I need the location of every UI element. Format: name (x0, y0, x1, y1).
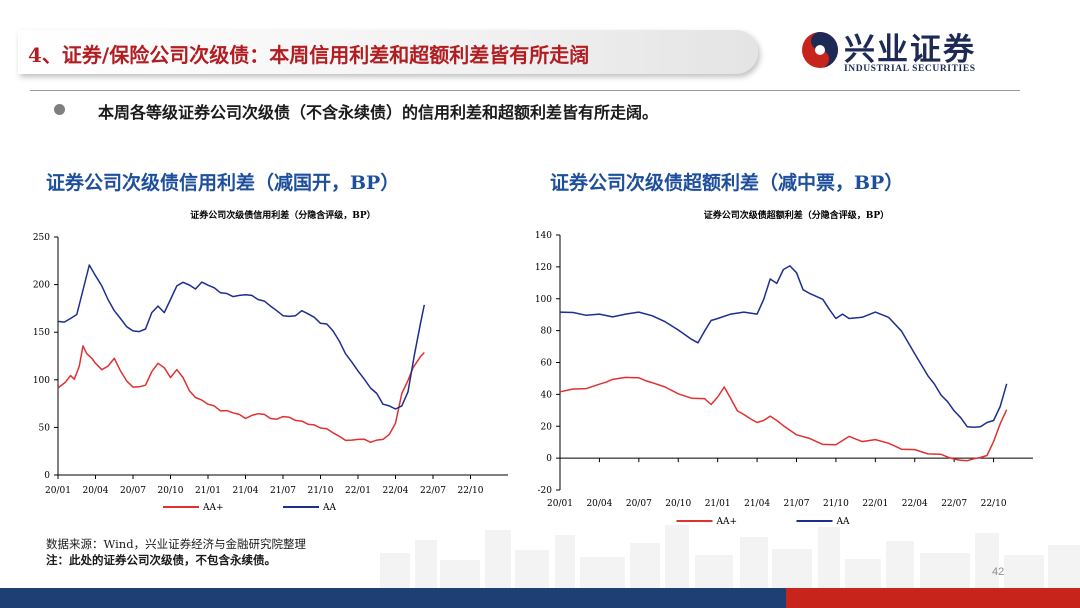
x-tick-label: 20/01 (45, 486, 71, 496)
y-tick-label: 120 (535, 263, 552, 273)
chart-1-title: 证券公司次级债超额利差（分隐含评级，BP） (704, 209, 889, 221)
y-tick-label: 60 (541, 359, 553, 369)
x-tick-label: 20/10 (158, 486, 184, 496)
x-tick-label: 22/04 (383, 486, 409, 496)
y-tick-label: -20 (538, 486, 553, 496)
series-line-AA+ (559, 376, 1008, 462)
y-tick-label: 140 (535, 231, 552, 241)
logo-chinese-name: 兴业证券 (844, 32, 976, 68)
credit-spread-chart: 证券公司次级债信用利差（分隐含评级，BP） 0 50 100 150 200 250 20/0… (33, 209, 508, 513)
x-tick-label: 20/07 (626, 499, 652, 509)
x-tick-label: 22/07 (420, 486, 446, 496)
x-tick-label: 20/10 (665, 499, 691, 509)
y-tick-label: 80 (541, 327, 553, 337)
city-skyline-decoration (380, 525, 1080, 588)
company-logo: 兴业证券 INDUSTRIAL SECURITIES (800, 24, 1030, 80)
x-tick-label: 22/01 (862, 499, 888, 509)
y-tick-label: 0 (44, 471, 50, 481)
x-tick-label: 22/10 (458, 486, 484, 496)
summary-bullet: 本周各等级证券公司次级债（不含永续债）的信用利差和超额利差皆有所走阔。 (98, 103, 659, 122)
x-tick-label: 21/04 (744, 499, 770, 509)
x-tick-label: 21/10 (823, 499, 849, 509)
y-tick-label: 20 (541, 422, 553, 432)
x-tick-label: 20/04 (586, 499, 612, 509)
x-tick-label: 22/01 (345, 486, 371, 496)
y-tick-label: 100 (535, 295, 552, 305)
header-divider (30, 90, 1020, 91)
x-tick-label: 21/04 (233, 486, 259, 496)
x-tick-label: 20/01 (547, 499, 573, 509)
series-line-AA+ (57, 345, 425, 444)
x-tick-label: 22/07 (941, 499, 967, 509)
y-tick-label: 0 (546, 454, 552, 464)
legend-label-AA+: AA+ (716, 517, 738, 527)
footer-bar-red (786, 588, 1080, 608)
y-tick-label: 100 (33, 376, 50, 386)
x-tick-label: 22/10 (981, 499, 1007, 509)
x-tick-label: 21/07 (270, 486, 296, 496)
slide-title-banner: 4、证券/保险公司次级债：本周信用利差和超额利差皆有所走阔 (18, 30, 758, 74)
y-tick-label: 50 (39, 423, 51, 433)
page-number: 42 (992, 566, 1005, 578)
logo-mark-icon (802, 32, 838, 68)
bullet-icon (54, 104, 65, 115)
x-tick-label: 21/01 (705, 499, 731, 509)
x-tick-label: 21/10 (308, 486, 334, 496)
series-line-AA (57, 264, 426, 410)
right-chart-heading: 证券公司次级债超额利差（减中票，BP） (550, 172, 904, 194)
y-tick-label: 150 (33, 328, 50, 338)
y-tick-label: 200 (33, 281, 50, 291)
x-tick-label: 21/01 (195, 486, 221, 496)
left-chart-heading: 证券公司次级债信用利差（减国开，BP） (46, 172, 400, 194)
x-tick-label: 22/04 (902, 499, 928, 509)
footer-bar-blue (0, 588, 786, 608)
excess-spread-chart: 证券公司次级债超额利差（分隐含评级，BP） -20 0 20 40 60 80 100 120 1… (535, 209, 1033, 527)
data-source: 数据来源：Wind，兴业证券经济与金融研究院整理 (46, 537, 307, 551)
chart-0-title: 证券公司次级债信用利差（分隐含评级，BP） (190, 209, 375, 221)
y-tick-label: 40 (541, 390, 553, 400)
legend-label-AA+: AA+ (202, 503, 224, 513)
x-tick-label: 21/07 (784, 499, 810, 509)
footnote: 注：此处的证券公司次级债，不包含永续债。 (46, 553, 276, 567)
slide-title: 4、证券/保险公司次级债：本周信用利差和超额利差皆有所走阔 (28, 43, 590, 67)
logo-english-name: INDUSTRIAL SECURITIES (844, 64, 976, 74)
legend-label-AA: AA (836, 517, 850, 527)
x-tick-label: 20/07 (120, 486, 146, 496)
x-tick-label: 20/04 (83, 486, 109, 496)
legend-label-AA: AA (322, 503, 336, 513)
series-line-AA (559, 265, 1008, 428)
y-tick-label: 250 (33, 233, 50, 243)
